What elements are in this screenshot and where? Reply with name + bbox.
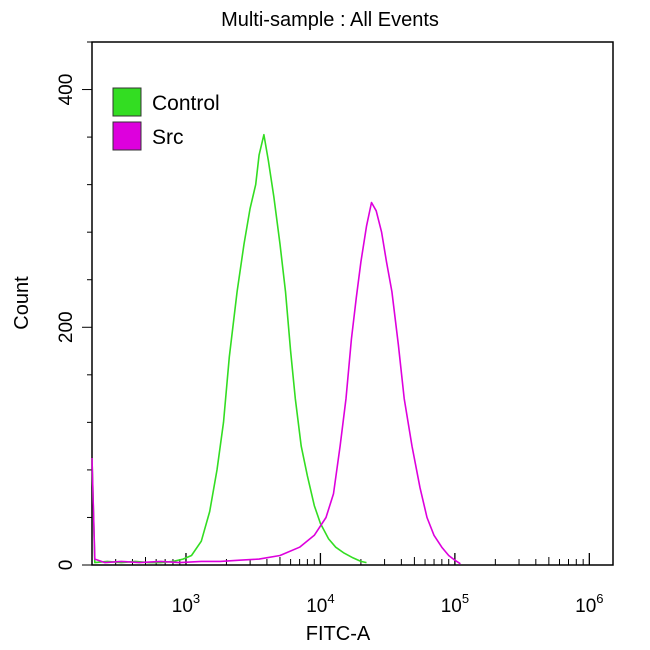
x-tick-label: 104 [306, 591, 334, 617]
x-tick-base: 10 [441, 596, 462, 617]
legend-label: Control [152, 92, 220, 115]
y-tick-label: 200 [56, 311, 77, 343]
chart-title: Multi-sample : All Events [221, 9, 439, 31]
series-line-control [91, 133, 367, 564]
plot-frame [91, 41, 614, 566]
x-tick-exponent: 6 [596, 591, 603, 606]
legend-label: Src [152, 126, 184, 149]
y-axis-label: Count [11, 276, 33, 330]
x-axis-label: FITC-A [306, 623, 371, 645]
x-tick-label: 103 [172, 591, 200, 617]
x-tick-base: 10 [172, 596, 193, 617]
x-tick-base: 10 [575, 596, 596, 617]
series-group [91, 133, 461, 565]
legend-swatch [112, 87, 142, 117]
x-tick-exponent: 3 [193, 591, 200, 606]
x-tick-base: 10 [306, 596, 327, 617]
series-line-src [91, 201, 461, 565]
x-tick-exponent: 5 [462, 591, 469, 606]
legend-swatch [112, 121, 142, 151]
x-minor-ticks [91, 557, 584, 565]
x-tick-label: 106 [575, 591, 603, 617]
x-axis-ticks: 103 104 105 106 [172, 553, 604, 617]
x-tick-exponent: 4 [327, 591, 334, 606]
legend: Control Src [112, 87, 220, 151]
x-tick-label: 105 [441, 591, 469, 617]
y-axis-ticks: 0 200 400 [56, 41, 92, 571]
y-tick-label: 0 [56, 560, 77, 571]
y-tick-label: 400 [56, 74, 77, 106]
